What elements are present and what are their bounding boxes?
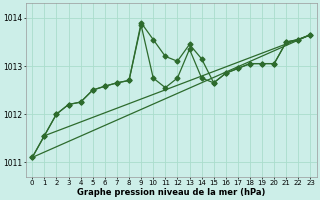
X-axis label: Graphe pression niveau de la mer (hPa): Graphe pression niveau de la mer (hPa) [77, 188, 266, 197]
